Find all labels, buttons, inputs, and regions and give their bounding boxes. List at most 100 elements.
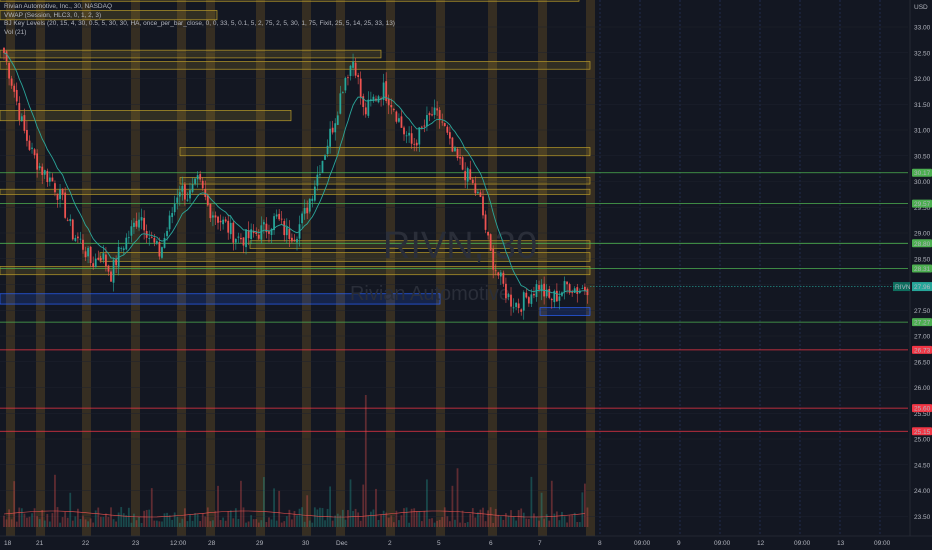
volume-bar	[530, 476, 533, 527]
volume-bar	[303, 521, 306, 527]
volume-bar	[576, 521, 579, 527]
time-tick-label: 21	[36, 540, 44, 547]
volume-bar	[158, 521, 161, 527]
time-tick-label: 09:00	[874, 540, 891, 547]
volume-bar	[573, 512, 576, 527]
candle-body	[398, 118, 400, 122]
candle-body	[26, 130, 28, 141]
volume-bar	[415, 511, 418, 527]
candle-body	[505, 283, 507, 299]
legend-vwap[interactable]: VWAP (Session, HLC3, 0, 1, 2, 3)	[4, 11, 102, 19]
volume-bar	[438, 519, 441, 527]
candle-body	[571, 292, 574, 294]
volume-bar	[173, 512, 176, 527]
candle-body	[227, 220, 230, 233]
candle-body	[209, 203, 212, 219]
current-symbol-tag	[893, 282, 910, 292]
volume-bar	[36, 515, 39, 527]
session-band	[36, 0, 45, 536]
volume-bar	[538, 520, 540, 527]
candle-body	[212, 215, 214, 218]
volume-bar	[446, 516, 449, 527]
volume-bar	[64, 512, 67, 527]
price-tick-label: 23.50	[914, 514, 931, 521]
volume-bar	[441, 516, 444, 527]
candle-body	[97, 257, 100, 260]
legend-volume[interactable]: Vol (21)	[4, 28, 27, 36]
volume-bar	[148, 509, 151, 527]
candle-body	[163, 238, 166, 248]
price-tick-label: 30.50	[914, 153, 931, 160]
candle-body	[313, 186, 316, 201]
volume-bar	[252, 519, 255, 527]
candle-body	[347, 77, 349, 79]
candle-body	[71, 219, 74, 240]
candle-body	[217, 216, 219, 223]
volume-bar	[385, 512, 388, 527]
volume-bar	[232, 518, 235, 527]
volume-bar	[268, 517, 270, 527]
candle-body	[153, 238, 156, 243]
volume-bar	[84, 519, 87, 527]
volume-bar	[59, 522, 61, 527]
price-tick-label: 31.00	[914, 128, 931, 135]
volume-bar	[581, 492, 584, 527]
chart-legend: Rivian Automotive, Inc., 30, NASDAQ VWAP…	[4, 3, 395, 37]
candle-body	[61, 188, 64, 195]
volume-bar	[143, 510, 146, 527]
level-price-tag	[912, 199, 932, 208]
candle-body	[390, 105, 393, 108]
volume-bar	[357, 512, 360, 527]
price-tick-label: 30.00	[914, 179, 931, 186]
volume-bar	[395, 510, 398, 527]
candle-body	[293, 239, 296, 241]
volume-bar	[497, 514, 500, 527]
candle-body	[291, 237, 293, 242]
candle-body	[436, 108, 439, 111]
volume-bar	[102, 516, 105, 527]
volume-bar	[566, 522, 568, 527]
legend-symbol[interactable]: Rivian Automotive, Inc., 30, NASDAQ	[4, 3, 113, 10]
time-tick-label: 28	[208, 540, 216, 547]
session-band	[302, 0, 311, 536]
volume-bar	[301, 507, 303, 527]
candle-body	[288, 228, 291, 239]
volume-bar	[545, 514, 548, 527]
price-tick-label: 27.00	[914, 334, 931, 341]
price-axis-panel[interactable]	[910, 0, 932, 550]
candle-body	[448, 132, 451, 139]
volume-bar	[586, 507, 589, 527]
price-tick-label: 26.50	[914, 359, 931, 366]
time-axis-panel[interactable]	[0, 536, 932, 550]
legend-key-levels[interactable]: BJ Key Levels (20, 15, 4, 30, 0.5, 5, 30…	[4, 20, 395, 28]
volume-bar	[199, 521, 202, 527]
candle-body	[102, 253, 105, 260]
volume-bar	[212, 520, 214, 527]
volume-bar	[168, 515, 171, 527]
candle-body	[59, 189, 61, 199]
candle-body	[296, 238, 298, 243]
candle-body	[46, 170, 49, 183]
volume-bar	[191, 520, 194, 527]
candle-body	[110, 271, 112, 282]
candle-body	[201, 180, 204, 189]
volume-bar	[448, 521, 451, 527]
volume-bar	[568, 515, 571, 527]
candle-body	[568, 284, 571, 293]
volume-bar	[138, 516, 140, 527]
candle-body	[329, 128, 332, 147]
volume-bar	[245, 522, 247, 527]
candle-body	[140, 217, 143, 221]
volume-bar	[336, 513, 339, 527]
volume-bar	[110, 507, 112, 527]
volume-bar	[550, 480, 553, 527]
candle-body	[543, 283, 546, 297]
candle-body	[420, 126, 423, 128]
volume-bar	[492, 522, 495, 527]
candle-body	[487, 231, 489, 236]
candle-body	[64, 192, 67, 218]
volume-bar	[242, 507, 245, 527]
volume-bar	[364, 395, 367, 527]
